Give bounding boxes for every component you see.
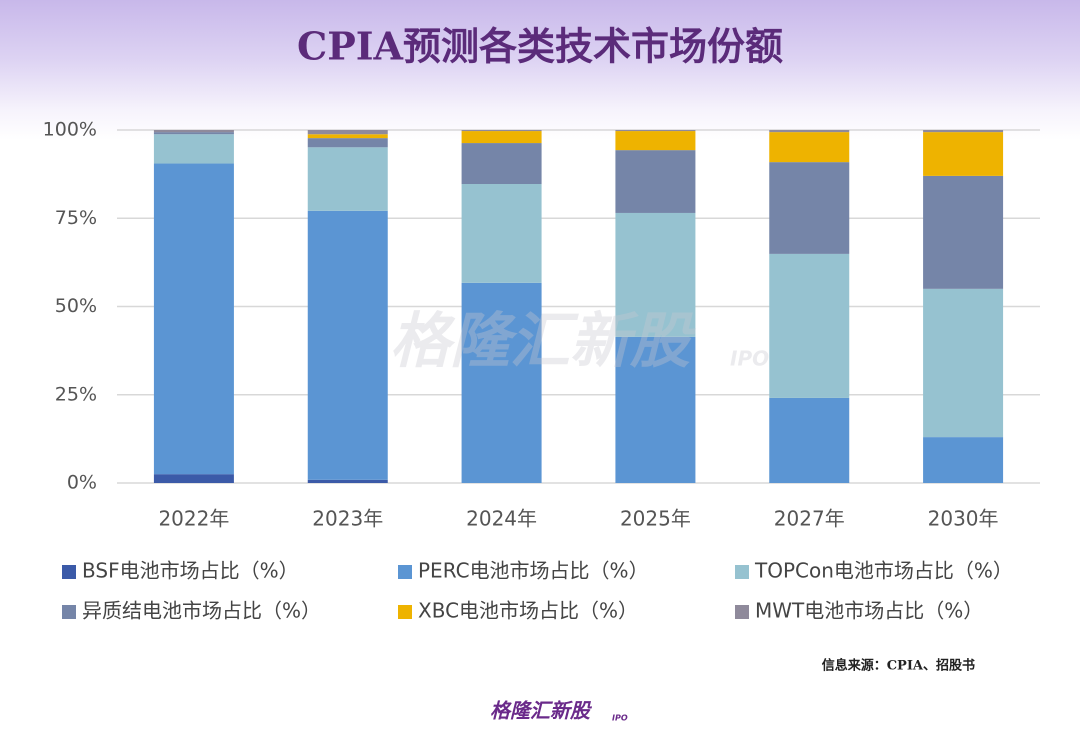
bar-segment — [923, 132, 1004, 176]
bar-segment — [153, 130, 234, 133]
legend-label: BSF电池市场占比（%） — [82, 559, 299, 583]
y-tick-label: 75% — [55, 207, 97, 229]
bar-segment — [153, 474, 234, 483]
x-tick-label: 2024年 — [466, 507, 537, 531]
y-tick-label: 25% — [55, 383, 97, 405]
bar-segment — [153, 134, 234, 164]
legend-label: XBC电池市场占比（%） — [418, 599, 638, 623]
bar-segment — [461, 130, 542, 132]
bar-segment — [923, 175, 1004, 289]
legend-swatch — [735, 565, 749, 579]
bar-segment — [461, 184, 542, 283]
legend-swatch — [62, 605, 76, 619]
bar-segment — [307, 210, 388, 480]
bar-segment — [461, 131, 542, 144]
bar-segment — [769, 132, 850, 163]
bar-segment — [769, 130, 850, 133]
bar-segment — [307, 147, 388, 211]
x-tick-label: 2022年 — [158, 507, 229, 531]
legend-label: 异质结电池市场占比（%） — [82, 599, 321, 623]
bar-segment — [307, 134, 388, 139]
bar-segment — [923, 130, 1004, 133]
x-tick-label: 2023年 — [312, 507, 383, 531]
bar-segment — [615, 131, 696, 151]
footer-logo-sub: IPO — [612, 714, 628, 723]
bar-segment — [769, 397, 850, 483]
source-note: 信息来源：CPIA、招股书 — [822, 658, 975, 674]
chart-title: CPIA预测各类技术市场份额 — [297, 24, 783, 69]
bar-segment — [615, 212, 696, 337]
legend-swatch — [62, 565, 76, 579]
y-tick-label: 0% — [67, 472, 97, 494]
watermark: 格隆汇新股 — [390, 307, 696, 377]
legend-swatch — [398, 605, 412, 619]
bar-segment — [923, 288, 1004, 438]
x-tick-label: 2025年 — [620, 507, 691, 531]
legend-label: TOPCon电池市场占比（%） — [754, 559, 1013, 583]
bar-segment — [153, 132, 234, 135]
bar-segment — [923, 437, 1004, 483]
y-tick-label: 100% — [43, 119, 97, 141]
bar-segment — [461, 282, 542, 483]
bar-segment — [307, 138, 388, 148]
bar-segment — [615, 150, 696, 213]
legend-swatch — [735, 605, 749, 619]
legend-label: PERC电池市场占比（%） — [418, 559, 649, 583]
bar-segment — [461, 143, 542, 185]
legend-label: MWT电池市场占比（%） — [755, 599, 983, 623]
bar-segment — [615, 130, 696, 132]
bar-segment — [769, 162, 850, 254]
x-tick-label: 2027年 — [774, 507, 845, 531]
bar-segment — [769, 253, 850, 398]
plot: 0% 25% 50% 75% 100% 2022年 2023年 2024年 2025年 2027年… — [43, 119, 1040, 623]
footer-logo: 格隆汇新股 — [490, 699, 592, 723]
bar-segment — [153, 163, 234, 475]
bar-segment — [307, 130, 388, 135]
y-tick-label: 50% — [55, 295, 97, 317]
x-tick-label: 2030年 — [928, 507, 999, 531]
bar-segment — [307, 479, 388, 483]
bar-segment — [615, 336, 696, 483]
watermark-sub: IPO — [730, 347, 769, 371]
legend-swatch — [398, 565, 412, 579]
